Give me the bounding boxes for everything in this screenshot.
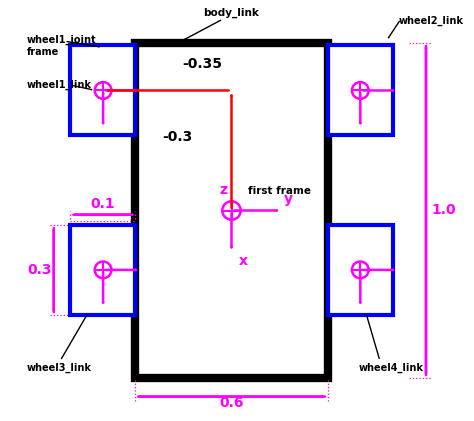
Bar [328, 225, 392, 315]
Text: 0.1: 0.1 [91, 197, 116, 211]
Text: wheel1_link: wheel1_link [27, 80, 91, 90]
Text: y: y [284, 192, 293, 206]
Text: wheel4_link: wheel4_link [359, 363, 424, 373]
Text: z: z [219, 183, 227, 197]
Bar [328, 45, 392, 135]
Text: wheel2_link: wheel2_link [399, 16, 464, 26]
Text: first frame: first frame [248, 186, 311, 196]
Text: -0.35: -0.35 [182, 57, 222, 71]
Text: -0.3: -0.3 [162, 131, 192, 144]
Bar [71, 45, 135, 135]
Text: 1.0: 1.0 [431, 203, 456, 218]
Text: body_link: body_link [203, 8, 259, 18]
Text: wheel3_link: wheel3_link [27, 363, 91, 373]
Text: 0.3: 0.3 [27, 263, 52, 277]
Text: 0.6: 0.6 [219, 396, 244, 410]
Bar [71, 225, 135, 315]
Text: x: x [239, 254, 248, 268]
Text: wheel1_joint
frame: wheel1_joint frame [27, 35, 96, 57]
Bar [135, 43, 328, 378]
